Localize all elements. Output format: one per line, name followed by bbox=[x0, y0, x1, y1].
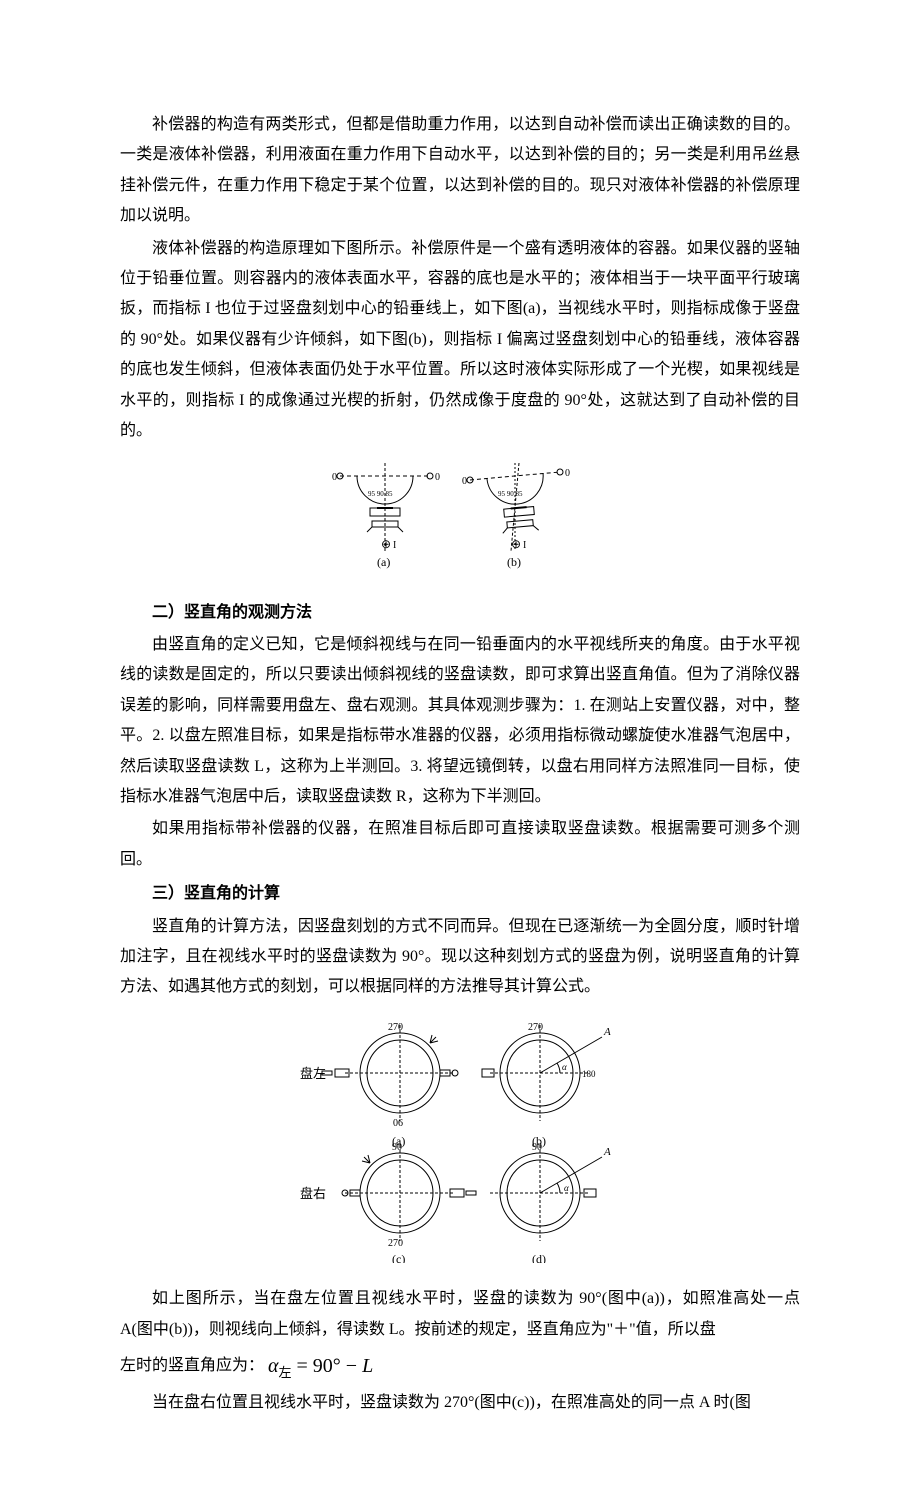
paragraph-calc-example: 如上图所示，当在盘左位置且视线水平时，竖盘的读数为 90°(图中(a))，如照准… bbox=[120, 1284, 800, 1345]
fig2d-alpha: α bbox=[564, 1183, 569, 1193]
fig1-scale-a: 95 90 85 bbox=[368, 490, 393, 498]
formula-sub: 左 bbox=[279, 1365, 292, 1380]
fig2-panright-label: 盘右 bbox=[300, 1186, 326, 1201]
fig1b-I: I bbox=[523, 540, 526, 551]
fig1b-scale: 95 90 85 bbox=[498, 490, 523, 498]
fig2a-06: 06 bbox=[393, 1118, 403, 1129]
paragraph-compensator-reading: 如果用指标带补偿器的仪器，在照准目标后即可直接读取竖盘读数。根据需要可测多个测回… bbox=[120, 814, 800, 875]
fig1-zero-r: 0 bbox=[435, 472, 440, 483]
fig1-zero-l: 0 bbox=[332, 472, 337, 483]
fig1-label-a: (a) bbox=[377, 555, 390, 569]
paragraph-formula-line: 左时的竖直角应为： α左 = 90° − L bbox=[120, 1347, 800, 1386]
formula-L: L bbox=[362, 1355, 373, 1377]
formula-alpha-left: α左 = 90° − L bbox=[268, 1347, 373, 1386]
formula-alpha: α bbox=[268, 1355, 279, 1377]
formula-prefix: 左时的竖直角应为： bbox=[120, 1357, 264, 1374]
fig2-label-d: (d) bbox=[532, 1252, 546, 1263]
fig1-label-b: (b) bbox=[507, 555, 521, 569]
fig1b-zero-r: 0 bbox=[565, 468, 570, 479]
fig2a-270: 270 bbox=[388, 1022, 403, 1033]
paragraph-observation-def: 由竖直角的定义已知，它是倾斜视线与在同一铅垂面内的水平视线所夹的角度。由于水平视… bbox=[120, 630, 800, 812]
fig2b-alpha: α bbox=[562, 1062, 567, 1072]
fig1b-cross: ⊕ bbox=[511, 537, 521, 551]
fig2d-A: A bbox=[603, 1146, 611, 1158]
fig2c-270: 270 bbox=[388, 1238, 403, 1249]
paragraph-panright-reading: 当在盘右位置且视线水平时，竖盘读数为 270°(图中(c))，在照准高处的同一点… bbox=[120, 1388, 800, 1418]
formula-eq: = 90° − bbox=[292, 1355, 363, 1377]
fig1-cross-a: ⊕ bbox=[381, 537, 391, 551]
heading-calculation: 三）竖直角的计算 bbox=[120, 879, 800, 909]
figure-compensator-diagram: 0 0 95 90 85 ⊕ I (a) 0 0 95 90 85 bbox=[120, 456, 800, 587]
paragraph-calc-intro: 竖直角的计算方法，因竖盘刻划的方式不同而异。但现在已逐渐统一为全圆分度，顺时针增… bbox=[120, 912, 800, 1003]
figure-vertical-circle-diagram: 盘左 270 06 (a) 270 180 bbox=[120, 1013, 800, 1274]
fig2d-90: 90 bbox=[532, 1142, 542, 1153]
fig2b-180: 180 bbox=[582, 1069, 596, 1079]
paragraph-compensator-intro: 补偿器的构造有两类形式，但都是借助重力作用，以达到自动补偿而读出正确读数的目的。… bbox=[120, 110, 800, 232]
heading-observation-method: 二）竖直角的观测方法 bbox=[120, 598, 800, 628]
fig2c-90: 90 bbox=[392, 1142, 402, 1153]
paragraph-liquid-compensator: 液体补偿器的构造原理如下图所示。补偿原件是一个盛有透明液体的容器。如果仪器的竖轴… bbox=[120, 234, 800, 447]
fig1-I-a: I bbox=[393, 540, 396, 551]
fig2-label-c: (c) bbox=[392, 1252, 405, 1263]
fig2b-270: 270 bbox=[528, 1022, 543, 1033]
fig2b-A: A bbox=[603, 1026, 611, 1038]
fig1b-zero-l: 0 bbox=[462, 476, 467, 487]
